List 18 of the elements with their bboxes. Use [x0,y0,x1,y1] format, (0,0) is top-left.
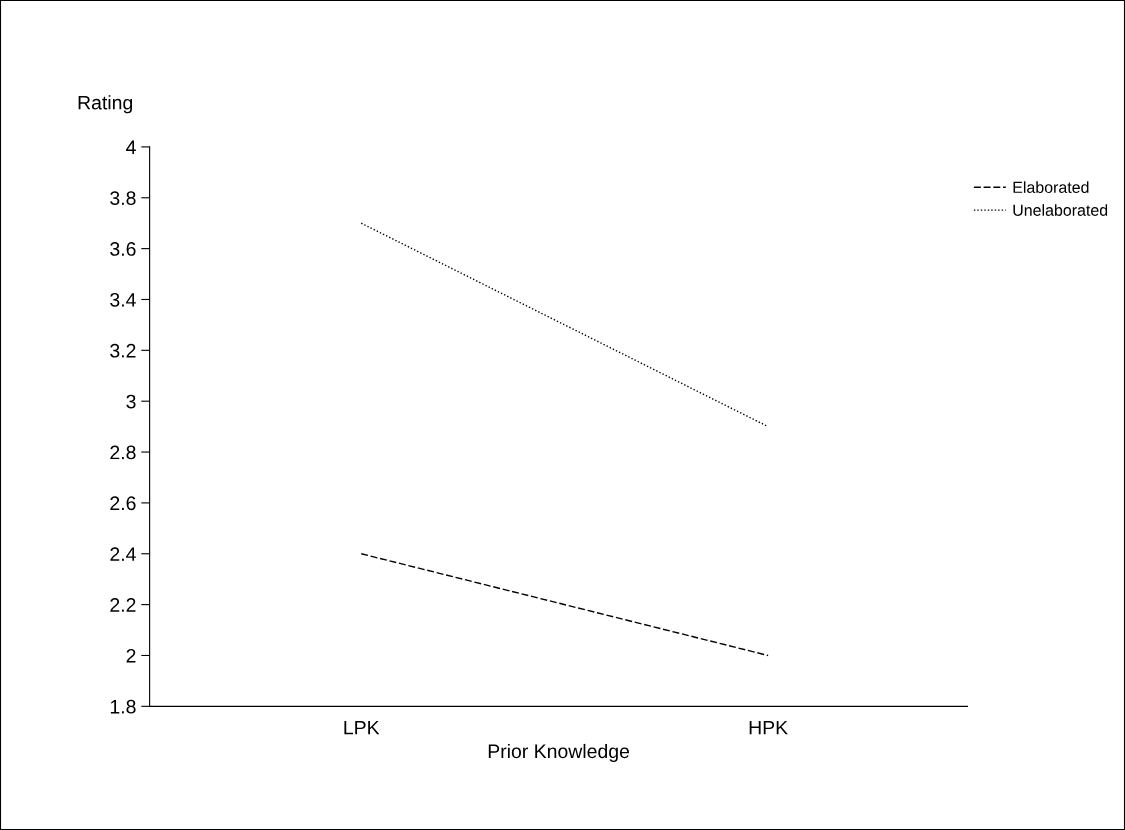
x-axis-title: Prior Knowledge [488,743,630,763]
y-tick-label: 3.4 [110,292,136,307]
y-tick-label: 2.6 [110,496,136,511]
y-tick-label: 2 [126,648,136,663]
y-axis-title: Rating [78,95,133,114]
legend-label: Elaborated [1013,181,1089,193]
legend-label: Unelaborated [1013,204,1108,216]
y-tick-label: 4 [126,140,136,154]
x-tick-label: HPK [749,720,788,735]
y-tick-label: 2.8 [110,445,136,460]
y-tick-label: 3.2 [110,343,136,358]
y-tick-label: 3.8 [110,191,136,205]
y-tick-label: 3 [126,394,136,409]
x-tick-label: LPK [344,720,380,735]
y-tick-label: 2.4 [110,547,136,561]
y-tick-label: 2.2 [110,598,136,612]
y-tick-label: 1.8 [110,699,136,714]
y-tick-label: 3.6 [110,242,136,256]
